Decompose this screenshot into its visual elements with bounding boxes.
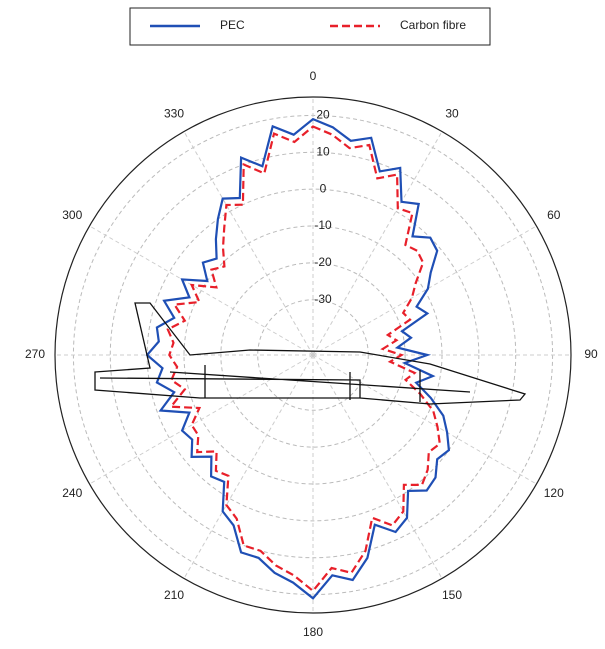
theta-tick-label: 60 [547, 208, 561, 222]
legend-label: PEC [220, 18, 245, 32]
theta-tick-label: 270 [25, 347, 45, 361]
r-tick-label: -10 [314, 218, 332, 232]
r-tick-label: 0 [320, 181, 327, 195]
grid-spoke [184, 355, 313, 578]
theta-tick-label: 0 [310, 69, 317, 83]
r-tick-label: -20 [314, 255, 332, 269]
grid-spoke [313, 355, 536, 484]
theta-tick-label: 330 [164, 106, 184, 120]
theta-tick-label: 210 [164, 588, 184, 602]
theta-tick-label: 150 [442, 588, 462, 602]
r-tick-label: -30 [314, 292, 332, 306]
theta-tick-label: 180 [303, 625, 323, 639]
r-tick-label: 10 [316, 144, 330, 158]
legend-label: Carbon fibre [400, 18, 466, 32]
theta-tick-label: 30 [445, 106, 459, 120]
theta-tick-label: 240 [62, 486, 82, 500]
grid-spoke [184, 132, 313, 355]
chart: -30 -20 -10 0 10 20 0 30 60 90 120 150 180 210 240 270 3… [0, 0, 605, 644]
theta-tick-label: 90 [584, 347, 598, 361]
r-tick-label: 20 [316, 108, 330, 122]
theta-tick-label: 120 [544, 486, 564, 500]
theta-tick-label: 300 [62, 208, 82, 222]
polar-axes [55, 97, 571, 613]
grid-spoke [313, 226, 536, 355]
series-line [147, 119, 449, 598]
grid-spoke [90, 226, 313, 355]
